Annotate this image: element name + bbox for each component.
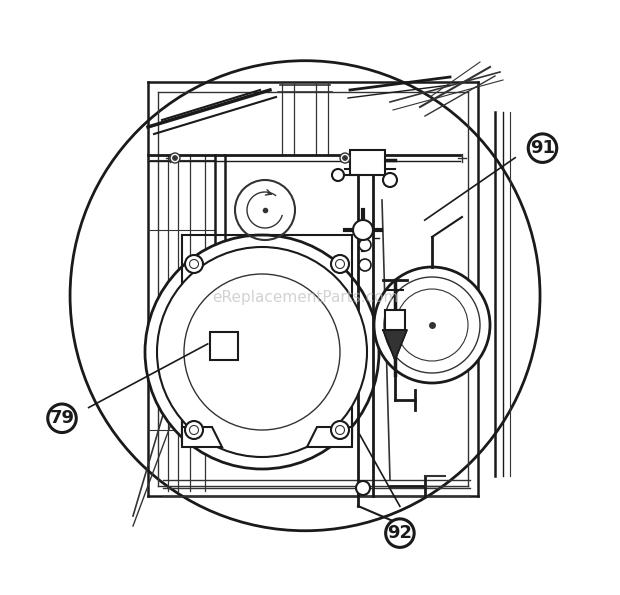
FancyBboxPatch shape [210,332,238,360]
FancyBboxPatch shape [350,150,385,175]
Circle shape [332,169,344,181]
Circle shape [374,267,490,383]
Circle shape [48,404,76,433]
Circle shape [383,173,397,187]
Circle shape [185,255,203,273]
Circle shape [528,134,557,162]
Circle shape [359,259,371,271]
Circle shape [359,239,371,251]
Circle shape [185,421,203,439]
Text: 79: 79 [50,409,74,427]
Circle shape [342,155,347,161]
Circle shape [356,481,370,495]
FancyBboxPatch shape [385,310,405,330]
Text: 92: 92 [388,524,412,542]
Circle shape [331,421,349,439]
Circle shape [340,153,350,163]
Circle shape [331,255,349,273]
Text: 91: 91 [530,139,555,157]
Circle shape [145,235,379,469]
Polygon shape [307,427,352,447]
Circle shape [386,519,414,547]
Polygon shape [383,330,407,360]
Circle shape [172,155,177,161]
Circle shape [157,247,367,457]
Circle shape [353,220,373,240]
Polygon shape [182,427,222,447]
Text: eReplacementParts.com: eReplacementParts.com [212,290,398,305]
Circle shape [170,153,180,163]
